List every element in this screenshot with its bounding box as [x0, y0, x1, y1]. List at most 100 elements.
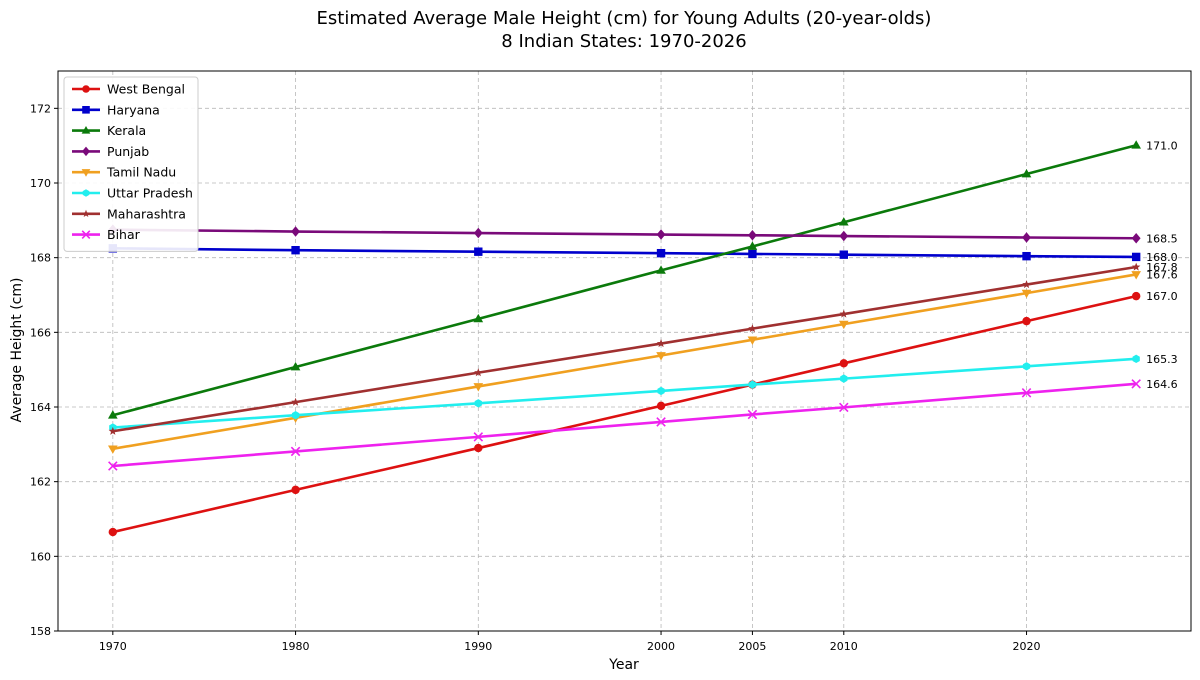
data-point-west-bengal [291, 485, 300, 495]
data-point-haryana [474, 247, 483, 256]
data-point-uttar-pradesh [474, 399, 482, 408]
end-label-bihar: 164.6 [1146, 378, 1178, 391]
legend-marker-maharashtra [82, 209, 90, 218]
data-point-kerala [1021, 169, 1032, 178]
data-point-punjab [1131, 233, 1141, 244]
series-layer [107, 140, 1142, 537]
data-point-punjab [656, 229, 666, 240]
series-tamil-nadu [107, 271, 1142, 454]
series-maharashtra [108, 262, 1141, 435]
end-label-uttar-pradesh: 165.3 [1146, 353, 1178, 366]
data-point-uttar-pradesh [657, 386, 665, 396]
series-punjab [108, 224, 1141, 244]
end-label-west-bengal: 167.0 [1146, 290, 1178, 303]
data-point-kerala [290, 362, 301, 371]
legend-item-bihar: Bihar [72, 227, 141, 242]
x-tick-label: 1980 [282, 640, 310, 653]
data-point-uttar-pradesh [291, 411, 300, 420]
data-point-tamil-nadu [473, 383, 484, 392]
data-point-maharashtra [1131, 262, 1141, 271]
y-tick-label: 162 [30, 476, 51, 489]
data-point-maharashtra [1022, 280, 1031, 289]
legend-label-kerala: Kerala [107, 123, 146, 138]
data-point-uttar-pradesh [840, 374, 848, 383]
series-line-kerala [112, 144, 1137, 417]
series-line-punjab [112, 228, 1137, 240]
data-point-maharashtra [839, 309, 848, 318]
legend-label-haryana: Haryana [107, 102, 160, 117]
series-bihar [108, 379, 1141, 471]
series-line-west-bengal [112, 294, 1137, 534]
series-haryana [108, 244, 1141, 262]
plot-frame [57, 70, 1192, 632]
data-point-west-bengal [1131, 291, 1141, 301]
data-point-maharashtra [108, 426, 118, 435]
data-point-haryana [748, 249, 757, 259]
data-point-bihar [108, 461, 118, 471]
end-labels: 167.0 168.0 171.0 168.5 167.6 165.3 167.8 164.6 [1146, 139, 1178, 391]
data-point-west-bengal [1022, 316, 1031, 326]
y-axis-label: Average Height (cm) [9, 278, 25, 423]
data-point-bihar [656, 417, 666, 427]
data-point-tamil-nadu [1131, 271, 1142, 280]
data-point-tamil-nadu [838, 320, 849, 330]
x-tick-label: 2005 [738, 640, 766, 653]
axes: 1970 1980 1990 2000 2005 2010 2020 158 160 162 164… [30, 102, 1041, 653]
data-point-bihar [473, 432, 484, 442]
series-line-tamil-nadu [112, 273, 1137, 451]
data-point-kerala [656, 265, 666, 274]
legend-marker-uttar-pradesh [82, 189, 90, 197]
series-line-haryana [112, 247, 1137, 259]
y-tick-label: 168 [30, 252, 51, 265]
x-tick-label: 1970 [99, 640, 127, 653]
legend-marker-tamil-nadu [81, 169, 91, 177]
data-point-tamil-nadu [1021, 289, 1032, 299]
data-point-bihar [290, 446, 301, 457]
data-point-tamil-nadu [656, 352, 666, 361]
data-point-haryana [656, 248, 666, 258]
data-point-tamil-nadu [747, 336, 758, 345]
y-tick-label: 170 [30, 177, 51, 190]
data-point-punjab [748, 230, 757, 241]
series-line-uttar-pradesh [112, 357, 1137, 429]
data-point-haryana [839, 250, 848, 259]
legend-marker-west-bengal [82, 85, 90, 93]
series-west-bengal [108, 291, 1141, 537]
data-point-kerala [1131, 140, 1142, 149]
series-uttar-pradesh [109, 354, 1140, 432]
legend-marker-bihar [81, 230, 91, 239]
legend-item-uttar-pradesh: Uttar Pradesh [72, 186, 193, 201]
data-point-west-bengal [839, 359, 848, 368]
data-point-punjab [473, 227, 483, 239]
legend-marker-kerala [81, 126, 91, 134]
data-point-punjab [291, 226, 300, 237]
data-point-haryana [291, 246, 300, 255]
data-point-bihar [839, 402, 849, 413]
data-point-uttar-pradesh [748, 380, 757, 389]
y-tick-label: 166 [30, 326, 51, 339]
series-line-maharashtra [112, 265, 1137, 433]
legend-item-tamil-nadu: Tamil Nadu [72, 165, 176, 180]
legend-item-haryana: Haryana [72, 102, 160, 117]
x-tick-label: 2020 [1013, 640, 1041, 653]
data-point-kerala [473, 313, 484, 323]
x-axis-label: Year [608, 657, 639, 673]
legend-item-west-bengal: West Bengal [72, 82, 185, 97]
y-tick-label: 172 [30, 102, 51, 115]
data-point-tamil-nadu [107, 445, 118, 454]
data-point-punjab [1022, 232, 1031, 243]
data-point-uttar-pradesh [1022, 362, 1031, 371]
series-kerala [107, 140, 1142, 419]
data-point-maharashtra [656, 339, 666, 348]
legend-item-maharashtra: Maharashtra [72, 206, 186, 221]
y-tick-label: 164 [30, 401, 51, 414]
chart-subtitle: 8 Indian States: 1970-2026 [501, 31, 746, 52]
x-tick-label: 1990 [464, 640, 492, 653]
data-point-west-bengal [108, 527, 118, 537]
data-point-maharashtra [748, 324, 757, 333]
legend-label-punjab: Punjab [107, 144, 149, 159]
data-point-kerala [838, 217, 849, 226]
legend-label-tamil-nadu: Tamil Nadu [106, 165, 176, 180]
legend-label-bihar: Bihar [107, 227, 141, 242]
